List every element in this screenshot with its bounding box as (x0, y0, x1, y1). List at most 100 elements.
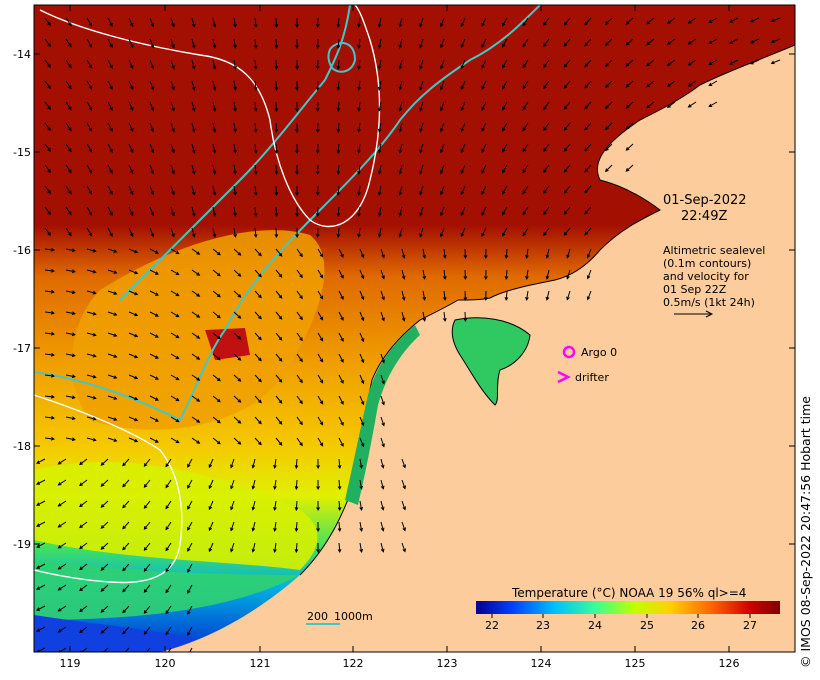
velocity-arrowhead (47, 232, 52, 237)
velocity-arrow (149, 17, 154, 27)
velocity-arrowhead (377, 23, 382, 28)
velocity-arrowhead (274, 171, 279, 176)
velocity-arrowhead (230, 464, 234, 469)
velocity-arrow (401, 248, 405, 258)
velocity-arrowhead (525, 254, 529, 259)
velocity-arrowhead (481, 211, 485, 216)
velocity-arrow (419, 59, 424, 69)
velocity-arrow (58, 542, 67, 549)
velocity-arrowhead (212, 128, 217, 133)
velocity-arrowhead (100, 609, 105, 613)
velocity-arrow (233, 185, 236, 195)
velocity-arrow (100, 584, 109, 592)
velocity-arrow (36, 479, 46, 485)
velocity-arrow (128, 17, 134, 27)
velocity-arrow (233, 248, 241, 256)
velocity-arrowhead (57, 607, 62, 612)
velocity-arrow (149, 290, 159, 296)
velocity-arrowhead (522, 64, 527, 69)
velocity-arrow (107, 59, 113, 69)
velocity-arrowhead (47, 190, 52, 195)
velocity-arrowhead (666, 41, 671, 45)
velocity-arrowhead (340, 400, 344, 405)
velocity-arrow (688, 38, 697, 45)
velocity-arrow (149, 332, 159, 338)
velocity-arrow (646, 59, 655, 67)
velocity-arrow (170, 59, 175, 69)
velocity-arrow (252, 458, 256, 468)
velocity-arrow (233, 332, 241, 340)
velocity-arrow (165, 626, 172, 635)
velocity-arrow (149, 38, 154, 48)
velocity-arrowhead (175, 334, 180, 339)
velocity-arrowhead (336, 66, 341, 71)
velocity-arrowhead (377, 107, 382, 112)
velocity-arrowhead (294, 507, 299, 512)
velocity-arrowhead (237, 357, 242, 361)
velocity-arrow (295, 479, 298, 490)
velocity-arrowhead (359, 464, 363, 469)
velocity-arrowhead (377, 233, 382, 238)
velocity-arrow (584, 59, 592, 68)
velocity-arrow (212, 17, 216, 27)
velocity-arrow (729, 38, 739, 44)
velocity-arrowhead (100, 525, 105, 529)
velocity-arrow (419, 38, 424, 48)
velocity-arrow (44, 269, 54, 272)
velocity-arrowhead (525, 296, 529, 301)
velocity-arrowhead (216, 440, 221, 445)
velocity-arrowhead (274, 108, 279, 113)
velocity-arrow (564, 38, 571, 47)
velocity-arrow (233, 395, 241, 403)
velocity-arrow (233, 122, 236, 132)
velocity-arrow (149, 311, 159, 317)
velocity-arrow (443, 311, 446, 321)
velocity-arrowhead (253, 129, 258, 133)
velocity-arrowhead (419, 191, 423, 196)
velocity-arrow (317, 269, 324, 278)
velocity-arrow (481, 38, 487, 48)
velocity-arrowhead (460, 86, 465, 91)
velocity-arrowhead (625, 126, 630, 130)
velocity-arrow (358, 164, 361, 174)
velocity-arrow (502, 185, 508, 195)
velocity-arrow (481, 122, 487, 132)
velocity-arrowhead (36, 523, 40, 527)
velocity-arrow (274, 542, 277, 552)
velocity-arrowhead (584, 63, 588, 68)
velocity-arrowhead (216, 314, 221, 319)
velocity-arrow (275, 395, 283, 404)
velocity-arrowhead (381, 359, 385, 364)
velocity-arrowhead (237, 441, 242, 445)
velocity-arrowhead (315, 192, 320, 197)
velocity-arrow (86, 143, 93, 153)
velocity-arrowhead (501, 190, 506, 195)
lat-tick-label: -14 (13, 48, 31, 61)
velocity-arrowhead (130, 191, 134, 196)
velocity-arrow (254, 17, 257, 27)
velocity-arrowhead (481, 148, 485, 153)
velocity-arrow (149, 185, 154, 195)
velocity-arrowhead (729, 40, 734, 44)
velocity-arrowhead (68, 169, 72, 174)
velocity-arrowhead (150, 170, 155, 175)
velocity-arrow (419, 227, 424, 237)
velocity-arrowhead (233, 149, 237, 154)
velocity-arrow (128, 38, 134, 48)
velocity-arrow (380, 311, 385, 321)
velocity-arrowhead (175, 355, 180, 360)
velocity-arrowhead (36, 544, 40, 548)
velocity-arrow (522, 122, 529, 131)
velocity-arrowhead (336, 171, 341, 176)
velocity-arrow (128, 248, 138, 253)
velocity-arrow (128, 122, 134, 132)
velocity-arrow (86, 17, 93, 27)
velocity-arrowhead (165, 631, 169, 636)
velocity-arrow (317, 248, 324, 257)
velocity-arrow (191, 332, 200, 339)
colorbar-gradient (476, 601, 780, 614)
velocity-arrowhead (522, 232, 527, 237)
velocity-arrowhead (563, 169, 568, 173)
velocity-arrowhead (729, 19, 734, 23)
